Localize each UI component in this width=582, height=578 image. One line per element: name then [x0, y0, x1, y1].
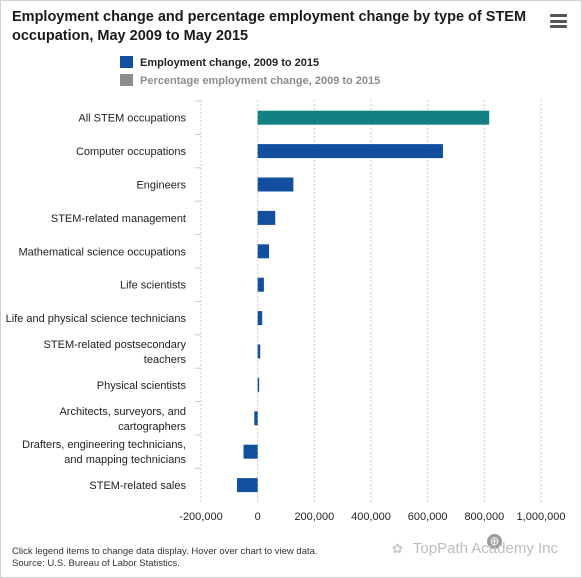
watermark: ✿ TopPath Academy Inc — [392, 540, 558, 557]
legend-swatch-employment-change — [120, 56, 133, 69]
legend-label: Percentage employment change, 2009 to 20… — [140, 75, 381, 87]
category-label: STEM-related management — [51, 213, 186, 225]
legend: Employment change, 2009 to 2015 Percenta… — [120, 56, 381, 93]
x-tick-label: 600,000 — [408, 511, 448, 523]
bar[interactable] — [257, 377, 260, 392]
bar[interactable] — [257, 110, 490, 125]
bar-chart[interactable]: All STEM occupations Computer occupations… — [0, 0, 582, 540]
legend-label: Employment change, 2009 to 2015 — [140, 57, 320, 69]
x-tick-label: 1,000,000 — [517, 511, 566, 523]
category-label: Physical scientists — [97, 380, 187, 392]
bar[interactable] — [257, 210, 276, 225]
footer-instructions: Click legend items to change data displa… — [12, 546, 318, 557]
category-label: Life scientists — [120, 280, 187, 292]
bar[interactable] — [257, 144, 443, 159]
category-label: STEM-related postsecondary teachers — [44, 339, 187, 366]
footer-source: Source: U.S. Bureau of Labor Statistics. — [12, 558, 180, 569]
x-tick-label: -200,000 — [179, 511, 222, 523]
category-label: Architects, surveyors, and cartographers — [59, 406, 186, 433]
bar[interactable] — [257, 277, 264, 292]
x-tick-label: 200,000 — [294, 511, 334, 523]
category-label: All STEM occupations — [78, 113, 186, 125]
category-label: Computer occupations — [76, 146, 187, 158]
bar[interactable] — [243, 444, 258, 459]
category-label: Mathematical science occupations — [18, 246, 186, 258]
chart-title: Employment change and percentage employm… — [12, 9, 527, 44]
category-label: STEM-related sales — [89, 480, 186, 492]
zoom-icon[interactable]: ⊕ — [487, 534, 502, 549]
bar[interactable] — [257, 344, 261, 359]
wechat-icon: ✿ — [392, 541, 403, 556]
legend-item-percentage-change[interactable]: Percentage employment change, 2009 to 20… — [120, 74, 381, 90]
watermark-text: TopPath Academy Inc — [412, 540, 558, 557]
bar[interactable] — [236, 478, 258, 493]
x-tick-label: 400,000 — [351, 511, 391, 523]
bar[interactable] — [257, 177, 294, 192]
category-label: Drafters, engineering technicians, and ma… — [22, 439, 186, 466]
bar[interactable] — [254, 411, 258, 426]
chart-footer: Click legend items to change data displa… — [12, 546, 318, 570]
x-tick-label: 0 — [255, 511, 261, 523]
bar[interactable] — [257, 311, 263, 326]
x-tick-label: 800,000 — [464, 511, 504, 523]
category-label: Engineers — [136, 180, 186, 192]
bar[interactable] — [257, 244, 269, 259]
legend-item-employment-change[interactable]: Employment change, 2009 to 2015 — [120, 56, 380, 72]
category-label: Life and physical science technicians — [6, 313, 187, 325]
legend-swatch-percentage-change — [120, 74, 133, 87]
hamburger-menu-icon[interactable] — [550, 14, 567, 28]
